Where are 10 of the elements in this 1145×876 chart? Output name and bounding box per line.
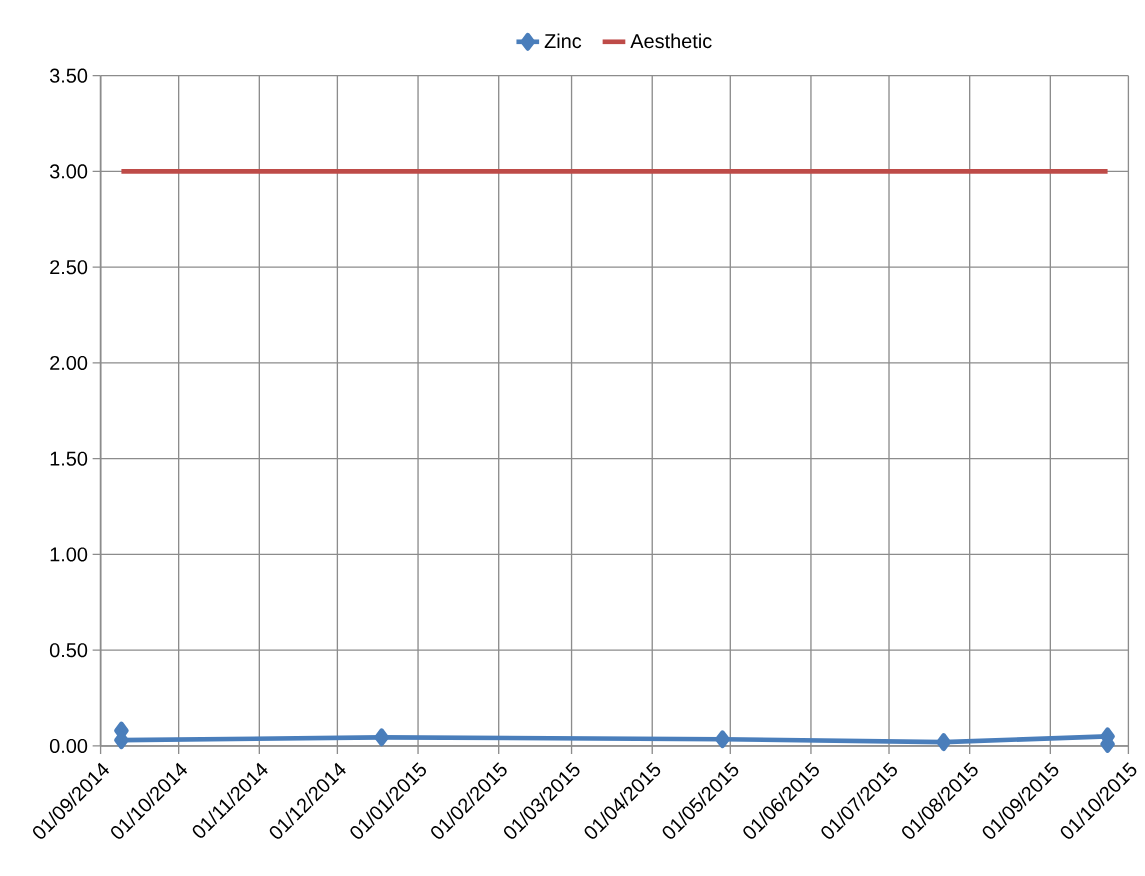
- y-tick-label: 2.50: [50, 259, 88, 275]
- y-tick-label: 0.50: [49, 642, 88, 658]
- y-tick-label: 3.50: [49, 68, 88, 83]
- y-tick-label: 3.00: [49, 164, 88, 179]
- y-tick-label: 1.50: [50, 451, 88, 466]
- legend-label: Zinc: [544, 33, 582, 48]
- legend-label: Aesthetic: [630, 33, 712, 48]
- y-tick-label: 1.00: [50, 547, 88, 562]
- y-tick-label: 0.00: [49, 738, 88, 753]
- y-tick-label: 2.00: [50, 355, 88, 370]
